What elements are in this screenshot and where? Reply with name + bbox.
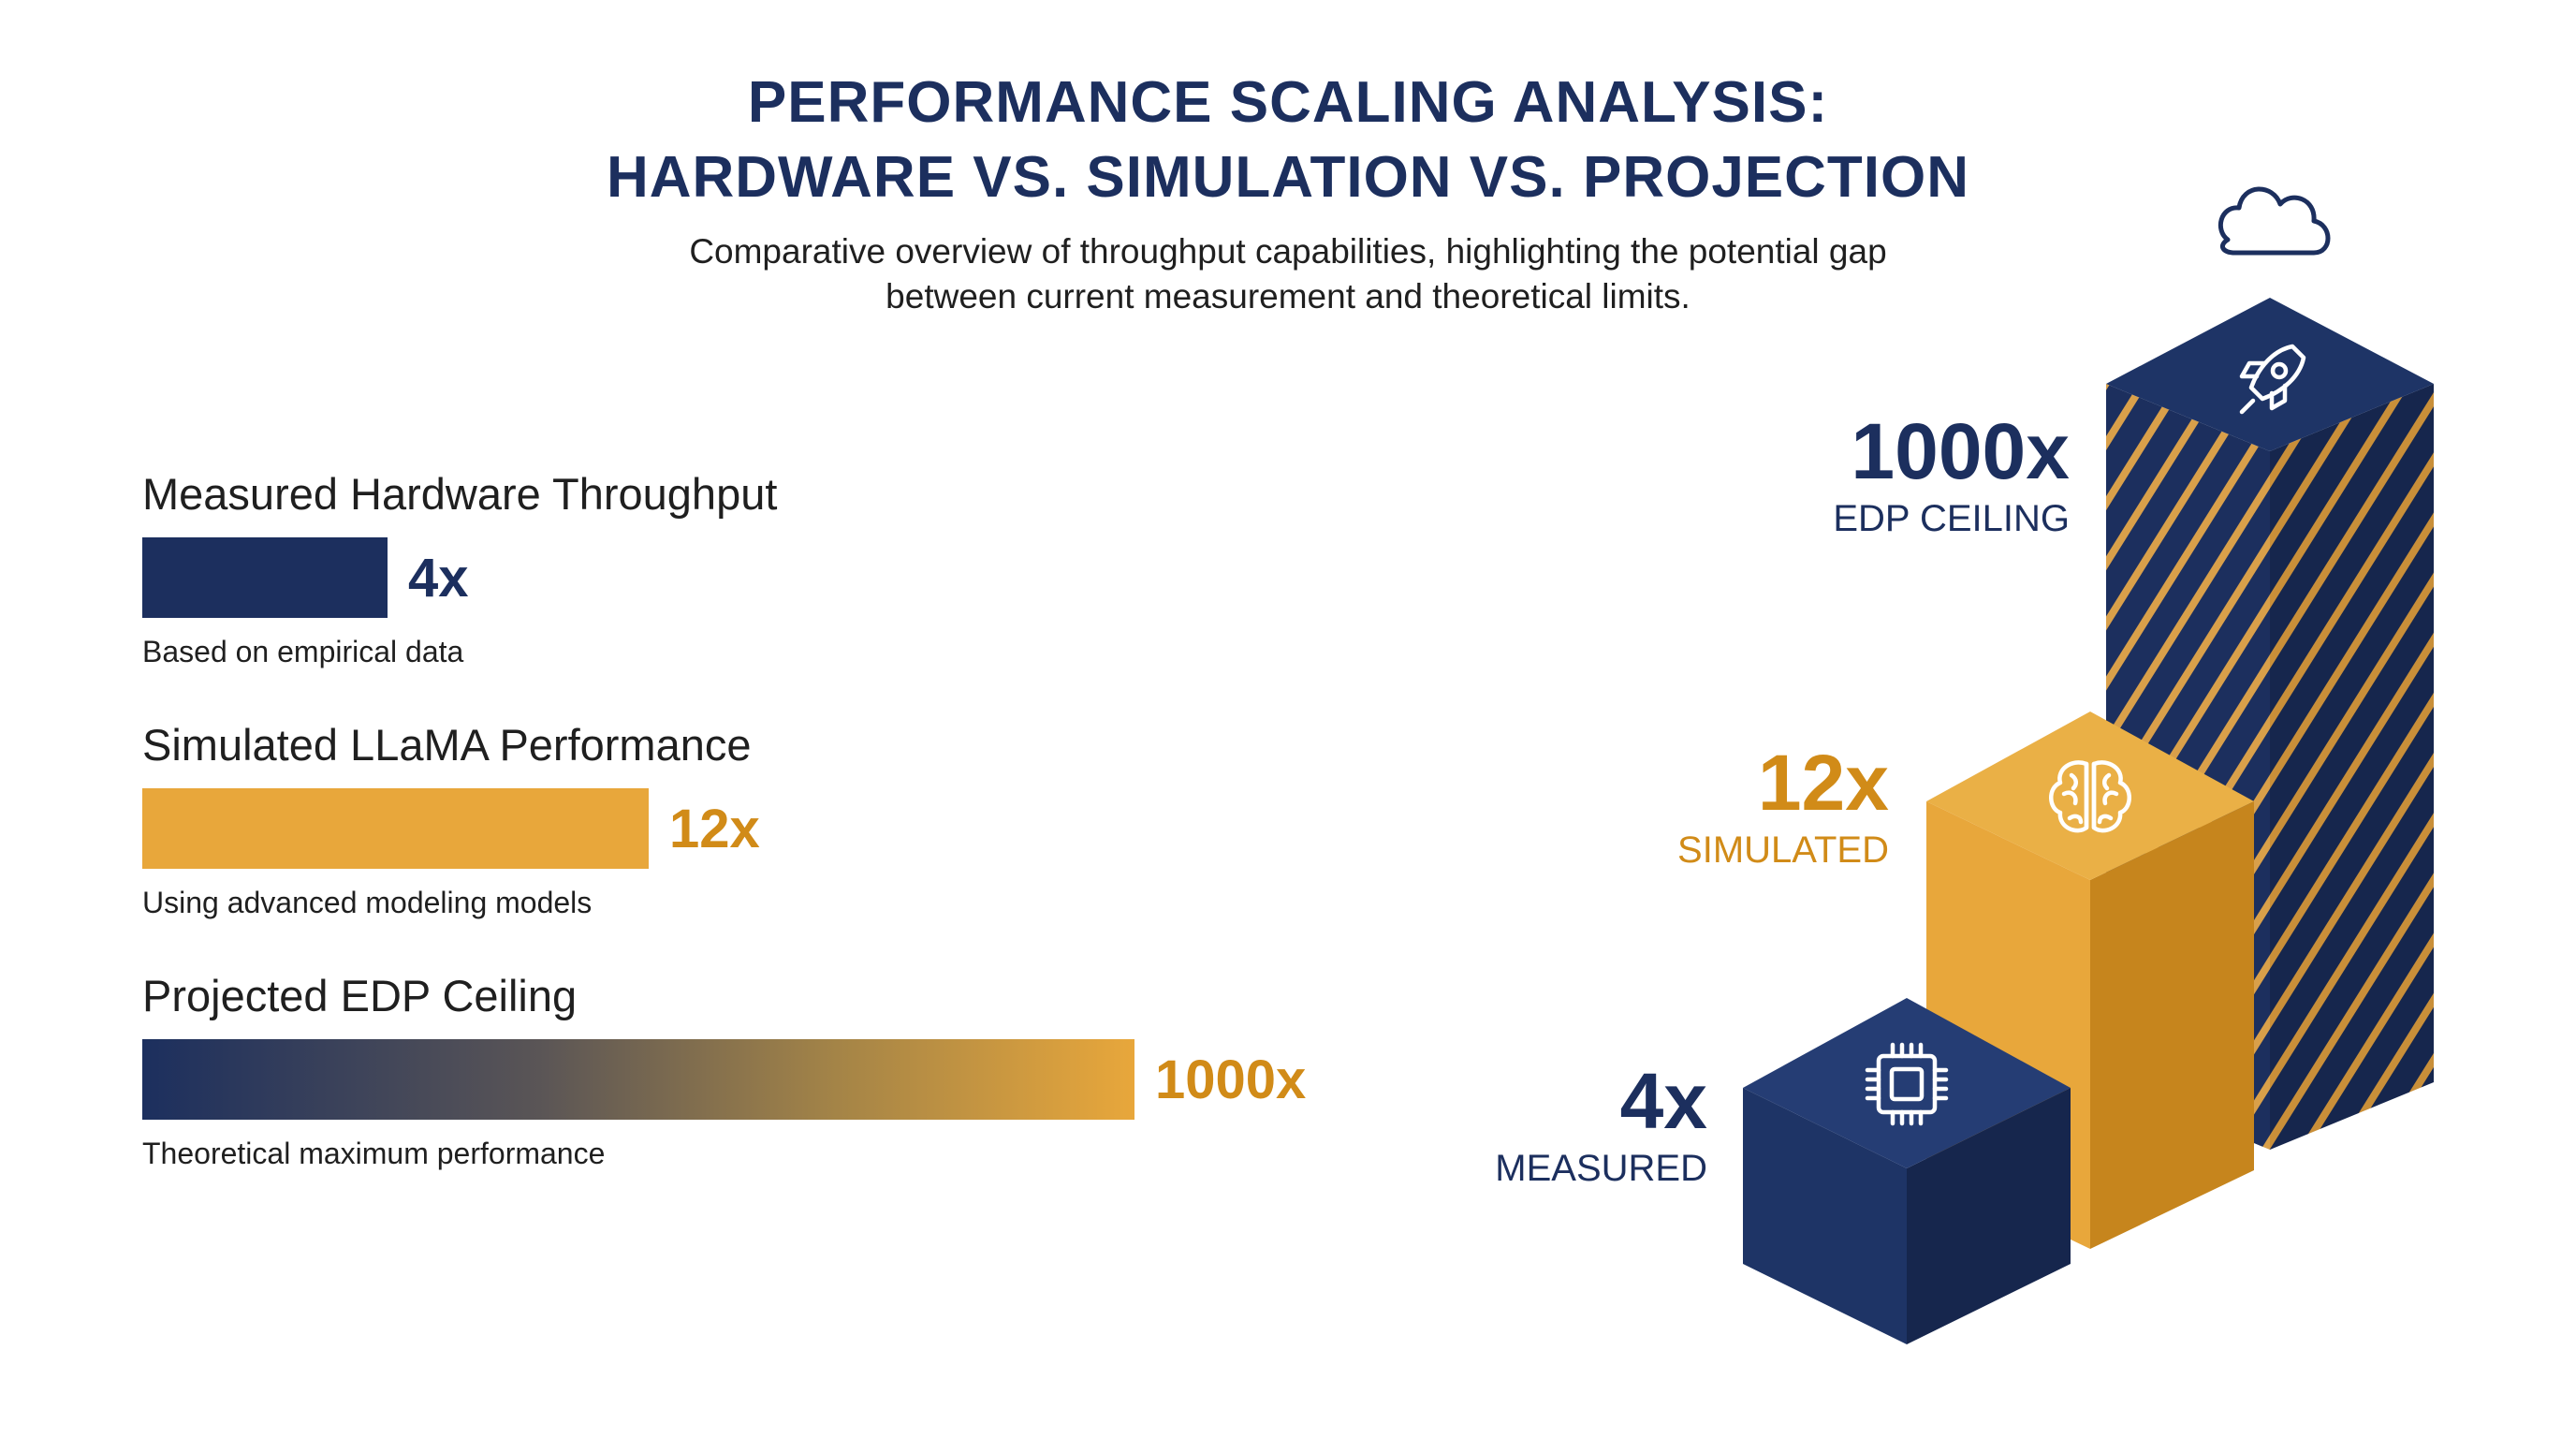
bar-value-projected: 1000x bbox=[1155, 1049, 1307, 1110]
bar-simulated bbox=[142, 788, 649, 869]
bar-caption-projected: Theoretical maximum performance bbox=[142, 1137, 606, 1170]
chip-icon bbox=[1865, 1042, 1949, 1126]
chart-title-line1: PERFORMANCE SCALING ANALYSIS: bbox=[747, 70, 1829, 135]
rocket-icon bbox=[2239, 344, 2306, 415]
brain-icon bbox=[2049, 760, 2131, 833]
column-value-simulated: 12x bbox=[1757, 739, 1889, 827]
bar-caption-measured: Based on empirical data bbox=[142, 635, 464, 668]
chart-title-line2: HARDWARE VS. SIMULATION VS. PROJECTION bbox=[606, 145, 1970, 210]
cloud-icon bbox=[2217, 186, 2331, 256]
chart-subtitle-line1: Comparative overview of throughput capab… bbox=[689, 232, 1887, 271]
chart-subtitle-line2: between current measurement and theoreti… bbox=[886, 277, 1690, 315]
bar-label-measured: Measured Hardware Throughput bbox=[142, 469, 778, 519]
column-value-measured: 4x bbox=[1619, 1057, 1707, 1145]
bar-value-measured: 4x bbox=[408, 548, 469, 609]
bar-label-projected: Projected EDP Ceiling bbox=[142, 971, 578, 1020]
bar-value-simulated: 12x bbox=[669, 799, 760, 859]
column-caption-simulated: SIMULATED bbox=[1677, 829, 1889, 871]
column-label-edp-ceiling: 1000x EDP CEILING bbox=[1833, 412, 2070, 539]
column-label-measured: 4x MEASURED bbox=[1495, 1062, 1707, 1189]
bar-caption-simulated: Using advanced modeling models bbox=[142, 886, 593, 919]
bar-label-simulated: Simulated LLaMA Performance bbox=[142, 720, 752, 770]
bar-measured bbox=[142, 537, 388, 618]
column-label-simulated: 12x SIMULATED bbox=[1677, 743, 1889, 871]
column-measured bbox=[1743, 998, 2071, 1344]
column-caption-edp-ceiling: EDP CEILING bbox=[1833, 498, 2070, 539]
bar-projected bbox=[142, 1039, 1134, 1120]
column-value-edp-ceiling: 1000x bbox=[1851, 407, 2070, 495]
column-caption-measured: MEASURED bbox=[1495, 1148, 1707, 1189]
